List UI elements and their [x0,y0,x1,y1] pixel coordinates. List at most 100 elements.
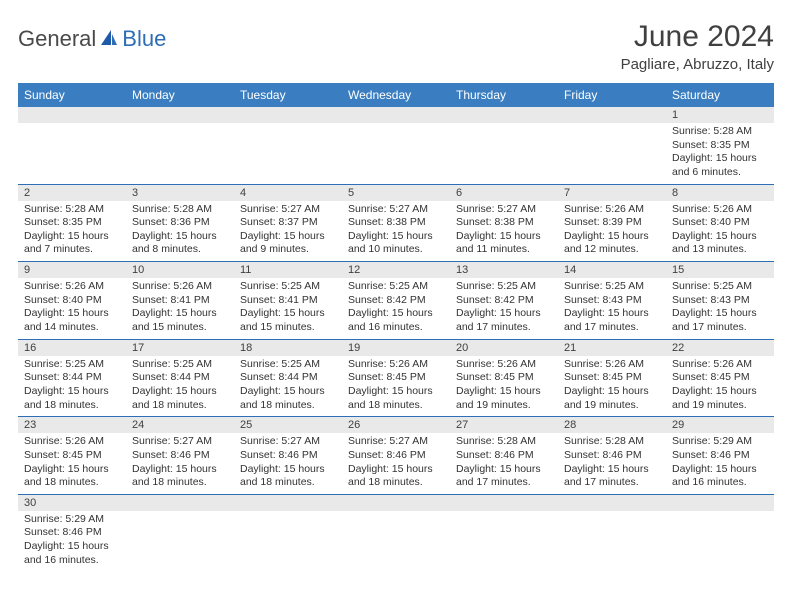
weekday-header: Saturday [666,83,774,107]
sunrise-text: Sunrise: 5:25 AM [240,358,336,372]
calendar-day-cell: 7Sunrise: 5:26 AMSunset: 8:39 PMDaylight… [558,184,666,262]
daylight-line1: Daylight: 15 hours [24,230,120,244]
sunrise-text: Sunrise: 5:26 AM [24,280,120,294]
daylight-line1: Daylight: 15 hours [564,385,660,399]
sunset-text: Sunset: 8:46 PM [348,449,444,463]
calendar-empty-cell [666,494,774,571]
day-number: 11 [234,262,342,278]
calendar-empty-cell [18,107,126,184]
day-details: Sunrise: 5:26 AMSunset: 8:40 PMDaylight:… [666,201,774,262]
weekday-header: Monday [126,83,234,107]
day-details: Sunrise: 5:26 AMSunset: 8:45 PMDaylight:… [558,356,666,417]
calendar-empty-cell [342,494,450,571]
daylight-line2: and 7 minutes. [24,243,120,257]
daynum-bar-empty [450,107,558,123]
day-details: Sunrise: 5:27 AMSunset: 8:37 PMDaylight:… [234,201,342,262]
calendar-day-cell: 27Sunrise: 5:28 AMSunset: 8:46 PMDayligh… [450,417,558,495]
day-details: Sunrise: 5:26 AMSunset: 8:45 PMDaylight:… [666,356,774,417]
daynum-bar-empty [234,495,342,511]
daylight-line2: and 13 minutes. [672,243,768,257]
day-number: 28 [558,417,666,433]
day-number: 22 [666,340,774,356]
sunset-text: Sunset: 8:42 PM [348,294,444,308]
sunset-text: Sunset: 8:44 PM [24,371,120,385]
calendar-week-row: 1Sunrise: 5:28 AMSunset: 8:35 PMDaylight… [18,107,774,184]
calendar-day-cell: 21Sunrise: 5:26 AMSunset: 8:45 PMDayligh… [558,339,666,417]
sunrise-text: Sunrise: 5:27 AM [132,435,228,449]
sunset-text: Sunset: 8:41 PM [132,294,228,308]
day-details: Sunrise: 5:26 AMSunset: 8:40 PMDaylight:… [18,278,126,339]
sunrise-text: Sunrise: 5:25 AM [132,358,228,372]
daylight-line1: Daylight: 15 hours [564,463,660,477]
day-details: Sunrise: 5:26 AMSunset: 8:45 PMDaylight:… [450,356,558,417]
daylight-line2: and 15 minutes. [132,321,228,335]
day-number: 4 [234,185,342,201]
day-details: Sunrise: 5:25 AMSunset: 8:44 PMDaylight:… [18,356,126,417]
daylight-line2: and 14 minutes. [24,321,120,335]
daylight-line2: and 18 minutes. [132,476,228,490]
calendar-empty-cell [558,107,666,184]
calendar-day-cell: 3Sunrise: 5:28 AMSunset: 8:36 PMDaylight… [126,184,234,262]
day-details: Sunrise: 5:29 AMSunset: 8:46 PMDaylight:… [18,511,126,572]
sunrise-text: Sunrise: 5:26 AM [24,435,120,449]
sunset-text: Sunset: 8:35 PM [24,216,120,230]
day-details: Sunrise: 5:25 AMSunset: 8:42 PMDaylight:… [342,278,450,339]
sunrise-text: Sunrise: 5:26 AM [672,203,768,217]
calendar-day-cell: 29Sunrise: 5:29 AMSunset: 8:46 PMDayligh… [666,417,774,495]
daylight-line2: and 15 minutes. [240,321,336,335]
daylight-line2: and 17 minutes. [564,321,660,335]
calendar-week-row: 2Sunrise: 5:28 AMSunset: 8:35 PMDaylight… [18,184,774,262]
calendar-day-cell: 13Sunrise: 5:25 AMSunset: 8:42 PMDayligh… [450,262,558,340]
calendar-day-cell: 12Sunrise: 5:25 AMSunset: 8:42 PMDayligh… [342,262,450,340]
day-number: 2 [18,185,126,201]
day-details: Sunrise: 5:25 AMSunset: 8:44 PMDaylight:… [234,356,342,417]
daylight-line1: Daylight: 15 hours [672,307,768,321]
day-number: 16 [18,340,126,356]
daylight-line1: Daylight: 15 hours [132,463,228,477]
day-details: Sunrise: 5:28 AMSunset: 8:35 PMDaylight:… [18,201,126,262]
daylight-line1: Daylight: 15 hours [348,307,444,321]
daynum-bar-empty [234,107,342,123]
calendar-day-cell: 17Sunrise: 5:25 AMSunset: 8:44 PMDayligh… [126,339,234,417]
sunrise-text: Sunrise: 5:29 AM [24,513,120,527]
day-number: 12 [342,262,450,278]
daylight-line1: Daylight: 15 hours [348,230,444,244]
calendar-day-cell: 24Sunrise: 5:27 AMSunset: 8:46 PMDayligh… [126,417,234,495]
sunset-text: Sunset: 8:46 PM [672,449,768,463]
calendar-day-cell: 30Sunrise: 5:29 AMSunset: 8:46 PMDayligh… [18,494,126,571]
day-number: 24 [126,417,234,433]
daynum-bar-empty [666,495,774,511]
daylight-line1: Daylight: 15 hours [348,385,444,399]
sunrise-text: Sunrise: 5:25 AM [24,358,120,372]
calendar-day-cell: 2Sunrise: 5:28 AMSunset: 8:35 PMDaylight… [18,184,126,262]
daylight-line2: and 16 minutes. [348,321,444,335]
day-number: 25 [234,417,342,433]
daynum-bar-empty [126,495,234,511]
day-number: 23 [18,417,126,433]
calendar-day-cell: 5Sunrise: 5:27 AMSunset: 8:38 PMDaylight… [342,184,450,262]
daylight-line2: and 17 minutes. [456,321,552,335]
daylight-line2: and 18 minutes. [240,399,336,413]
daylight-line1: Daylight: 15 hours [672,463,768,477]
day-details: Sunrise: 5:25 AMSunset: 8:41 PMDaylight:… [234,278,342,339]
sunrise-text: Sunrise: 5:27 AM [348,203,444,217]
calendar-day-cell: 28Sunrise: 5:28 AMSunset: 8:46 PMDayligh… [558,417,666,495]
weekday-header: Thursday [450,83,558,107]
daynum-bar-empty [126,107,234,123]
sunset-text: Sunset: 8:36 PM [132,216,228,230]
sunset-text: Sunset: 8:42 PM [456,294,552,308]
sunset-text: Sunset: 8:45 PM [348,371,444,385]
calendar-day-cell: 16Sunrise: 5:25 AMSunset: 8:44 PMDayligh… [18,339,126,417]
daylight-line2: and 17 minutes. [672,321,768,335]
calendar-day-cell: 11Sunrise: 5:25 AMSunset: 8:41 PMDayligh… [234,262,342,340]
daylight-line2: and 19 minutes. [456,399,552,413]
day-number: 14 [558,262,666,278]
day-number: 17 [126,340,234,356]
daylight-line2: and 18 minutes. [24,476,120,490]
day-number: 19 [342,340,450,356]
daylight-line2: and 17 minutes. [456,476,552,490]
sunrise-text: Sunrise: 5:26 AM [564,203,660,217]
daylight-line2: and 10 minutes. [348,243,444,257]
day-number: 6 [450,185,558,201]
sunrise-text: Sunrise: 5:25 AM [348,280,444,294]
